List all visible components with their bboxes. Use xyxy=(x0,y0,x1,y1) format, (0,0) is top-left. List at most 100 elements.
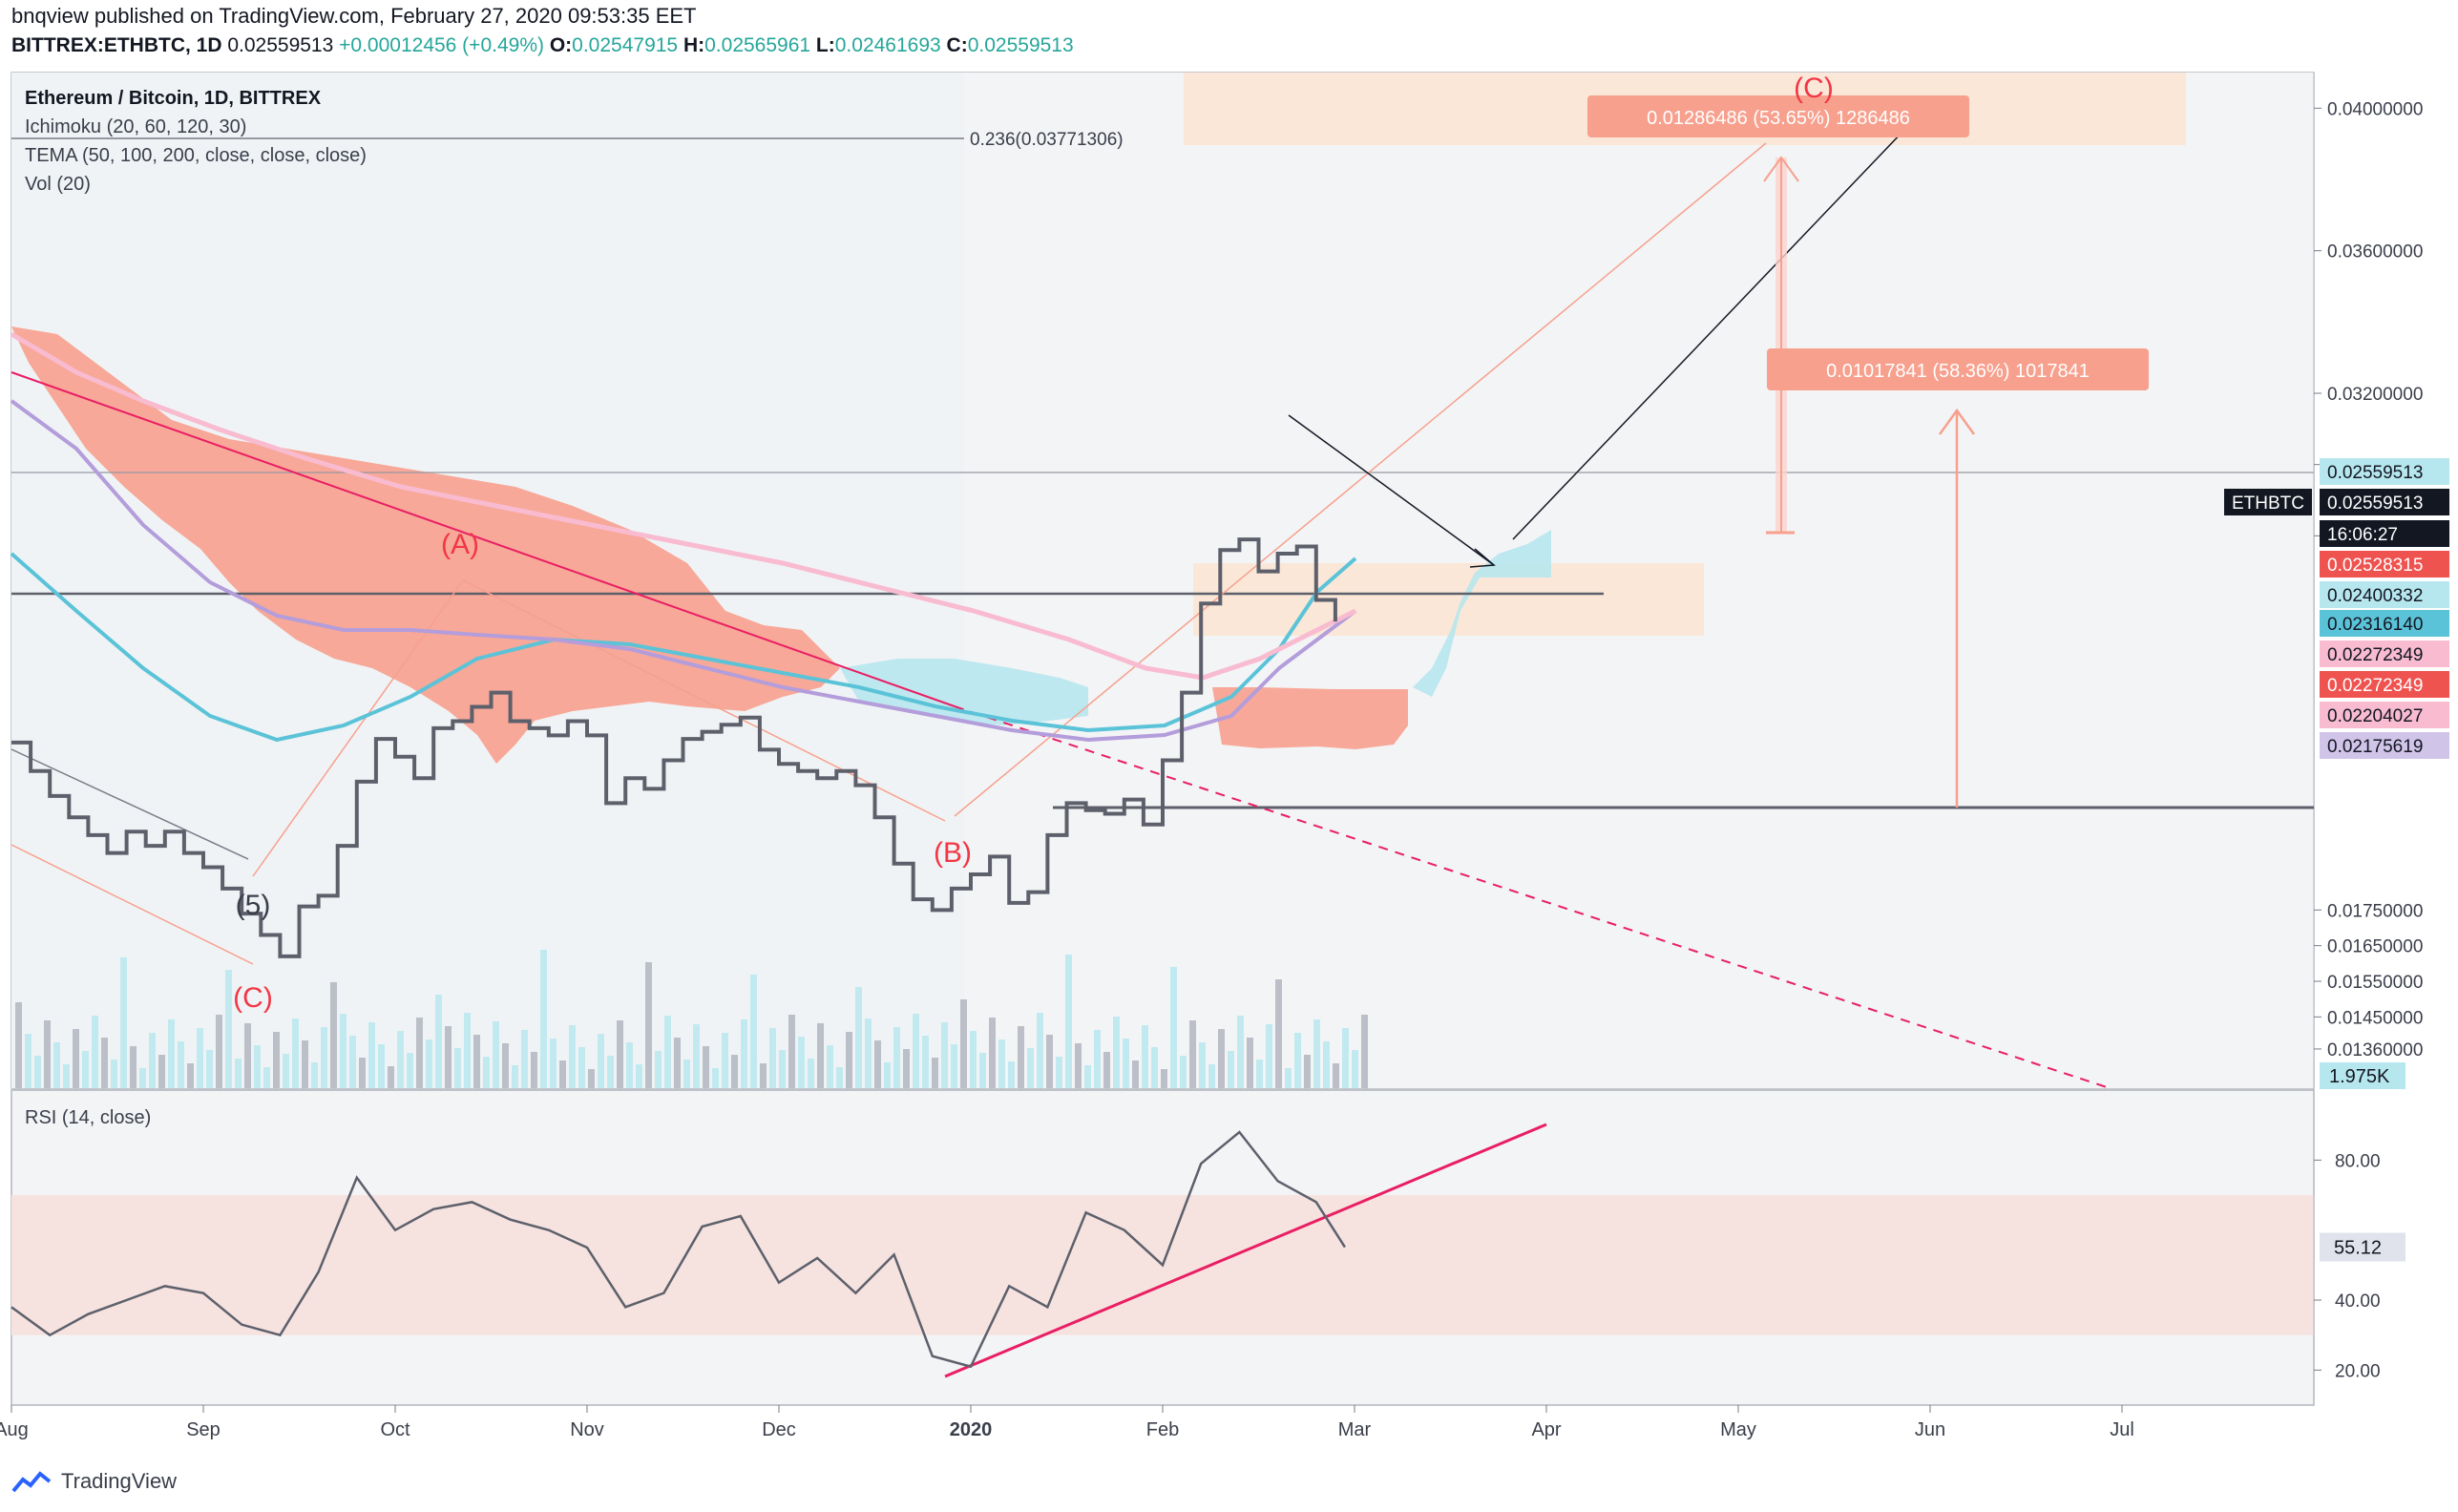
price-badge-box xyxy=(2320,671,2449,698)
volume-bar xyxy=(340,1014,347,1088)
volume-bar xyxy=(645,962,652,1088)
price-badge-label: 0.02272349 xyxy=(2327,676,2423,696)
price-badge-box xyxy=(2320,520,2449,547)
volume-bar xyxy=(63,1064,70,1088)
volume-bar xyxy=(454,1048,461,1088)
volume-bar xyxy=(1018,1026,1024,1088)
volume-bar xyxy=(865,1018,872,1088)
volume-bar xyxy=(1123,1039,1129,1088)
wave-c-bottom: (C) xyxy=(233,982,273,1014)
volume-bar xyxy=(512,1065,518,1088)
price-badge-label: 0.02400332 xyxy=(2327,586,2423,606)
volume-bar xyxy=(1352,1050,1358,1088)
volume-bar xyxy=(779,1050,786,1088)
legend-ichimoku[interactable]: Ichimoku (20, 60, 120, 30) xyxy=(25,116,247,137)
rsi-axis-ticks: 80.00 40.00 20.00 xyxy=(2314,1151,2381,1381)
volume-bar xyxy=(1342,1028,1349,1088)
time-tick-label: Feb xyxy=(1146,1419,1179,1440)
price-badge-label: 0.02559513 xyxy=(2327,494,2423,514)
volume-bar xyxy=(311,1062,318,1088)
low-label: L: xyxy=(815,34,835,56)
legend-rsi[interactable]: RSI (14, close) xyxy=(25,1107,152,1128)
price-badge-label: 0.02175619 xyxy=(2327,737,2423,757)
legend-title[interactable]: Ethereum / Bitcoin, 1D, BITTREX xyxy=(25,88,322,109)
legend-tema[interactable]: TEMA (50, 100, 200, close, close, close) xyxy=(25,145,367,166)
volume-bar xyxy=(302,1040,308,1088)
volume-bar xyxy=(559,1060,566,1088)
measure-mid[interactable]: 0.01017841 (58.36%) 1017841 xyxy=(1767,348,2149,808)
rsi-trendline[interactable] xyxy=(944,1123,1547,1378)
time-tick-label: Apr xyxy=(1531,1419,1561,1440)
volume-bar xyxy=(769,1028,776,1088)
price-change: +0.00012456 (+0.49%) xyxy=(339,34,544,56)
downtrend-line-projection xyxy=(954,705,2111,1089)
close-label: C: xyxy=(946,34,968,56)
rsi-badge-box xyxy=(2320,1232,2405,1262)
wave-c-top: (C) xyxy=(1794,73,1834,104)
tradingview-logo[interactable]: TradingView xyxy=(11,1468,177,1495)
volume-bar xyxy=(378,1044,385,1088)
legend-vol[interactable]: Vol (20) xyxy=(25,174,91,195)
tradingview-brand: TradingView xyxy=(61,1469,178,1493)
price-badge-label: 0.02316140 xyxy=(2327,615,2423,635)
volume-bar xyxy=(884,1062,891,1088)
volume-bar xyxy=(1056,1057,1062,1088)
volume-bar xyxy=(617,1020,623,1088)
volume-bar xyxy=(321,1027,327,1088)
fib-group: 0.236(0.03771306) xyxy=(11,130,1124,150)
volume-bar xyxy=(197,1028,203,1088)
volume-bar xyxy=(435,995,442,1088)
forecast-arrow-up[interactable] xyxy=(1512,106,1927,540)
price-tick-label: 0.01450000 xyxy=(2327,1008,2423,1028)
volume-bar xyxy=(359,1058,366,1088)
volume-bar xyxy=(989,1018,996,1088)
volume-bar xyxy=(540,950,547,1088)
time-tick-label: May xyxy=(1720,1419,1756,1440)
volume-bar xyxy=(1151,1047,1158,1088)
price-tick-label: 0.01750000 xyxy=(2327,901,2423,921)
volume-bar xyxy=(445,1026,452,1088)
volume-bar xyxy=(178,1041,184,1088)
volume-bar xyxy=(416,1018,423,1088)
price-badge-box xyxy=(2320,640,2449,667)
volume-bar xyxy=(493,1021,499,1088)
last-price: 0.02559513 xyxy=(227,34,334,56)
measure-top[interactable]: 0.01286486 (53.65%) 1286486 xyxy=(1587,95,1969,535)
price-badge-box xyxy=(2320,489,2449,515)
time-tick-label: 2020 xyxy=(950,1419,993,1440)
volume-bar xyxy=(683,1060,690,1088)
price-tick-label: 0.01360000 xyxy=(2327,1040,2423,1060)
price-badge-label: 16:06:27 xyxy=(2327,525,2398,545)
symbol-label[interactable]: BITTREX:ETHBTC, 1D xyxy=(11,34,222,56)
wave-b: (B) xyxy=(934,837,972,869)
volume-bar xyxy=(932,1058,938,1088)
volume-bar xyxy=(44,1020,51,1088)
price-series[interactable] xyxy=(11,537,1337,958)
volume-bar xyxy=(483,1057,490,1088)
volume-bar xyxy=(1142,1025,1148,1088)
volume-bar xyxy=(808,1059,814,1088)
price-axis-ticks: 0.040000000.036000000.032000000.03000000… xyxy=(2314,99,2423,1060)
rsi-series[interactable] xyxy=(11,1130,1347,1369)
time-tick-label: Oct xyxy=(380,1419,410,1440)
volume-bar xyxy=(655,1051,662,1088)
volume-bar xyxy=(25,1034,32,1088)
price-tick-label: 0.04000000 xyxy=(2327,99,2423,119)
volume-bar xyxy=(1285,1068,1292,1088)
volume-bar xyxy=(263,1067,270,1088)
volume-bar xyxy=(960,999,967,1088)
downtrend-line[interactable] xyxy=(11,371,956,707)
volume-bar xyxy=(588,1069,595,1088)
forecast-arrow-down[interactable] xyxy=(1288,414,1495,566)
price-badge-label: ETHBTC xyxy=(2232,494,2304,514)
volume-bar xyxy=(216,1015,222,1088)
volume-bar xyxy=(1256,1060,1263,1088)
volume-bar xyxy=(760,1063,767,1088)
volume-badge: 1.975K xyxy=(2329,1066,2390,1087)
volume-bar xyxy=(407,1053,413,1088)
ohlc-line: BITTREX:ETHBTC, 1D 0.02559513 +0.0001245… xyxy=(11,34,1074,57)
volume-badge-box xyxy=(2320,1062,2405,1089)
volume-bar xyxy=(1313,1019,1320,1088)
volume-bar xyxy=(235,1059,242,1088)
